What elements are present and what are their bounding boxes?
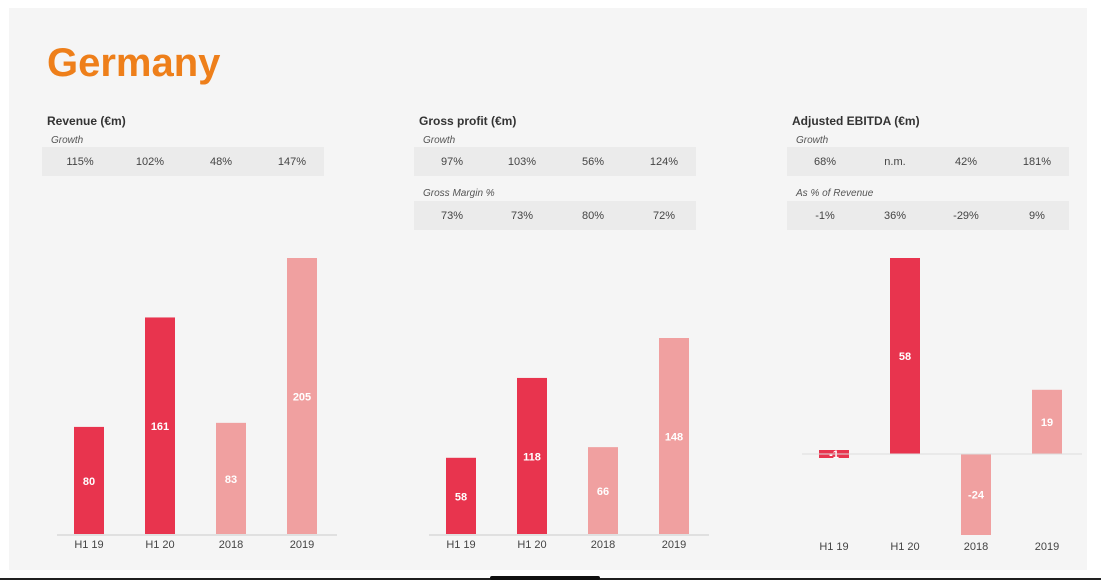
ebitda-bars: -1 H1 19 58 H1 20 -24 2018 19 2019 bbox=[792, 108, 1087, 570]
gross-profit-growth-value: 56% bbox=[581, 156, 605, 168]
revenue-data-label: 80 bbox=[83, 476, 95, 488]
ebitda-data-label: 19 bbox=[1041, 417, 1053, 429]
revenue-data-label: 83 bbox=[225, 474, 237, 486]
revenue-chart: 80 H1 19 161 H1 20 83 2018 205 2019 bbox=[57, 258, 337, 551]
gross-profit-growth-value: 103% bbox=[507, 156, 537, 168]
revenue-bar bbox=[145, 317, 175, 535]
slide: Germany Revenue (€m) Growth 115% 102% 48… bbox=[9, 8, 1087, 570]
ebitda-bar bbox=[890, 258, 920, 454]
revenue-growth-value: 115% bbox=[66, 156, 94, 168]
gross-profit-chart: 58 H1 19 118 H1 20 66 2018 148 2019 bbox=[429, 338, 709, 551]
revenue-growth-value: 48% bbox=[209, 156, 233, 168]
gross-profit-title: Gross profit (€m) bbox=[419, 114, 517, 128]
gross-profit-category-label: 2018 bbox=[591, 539, 615, 551]
gross-profit-data-label: 118 bbox=[523, 451, 541, 463]
gross-profit-bar bbox=[659, 338, 689, 535]
ebitda-bar bbox=[961, 454, 991, 535]
gross-profit-bar bbox=[517, 377, 547, 535]
ebitda-growth-label: Growth bbox=[796, 135, 829, 146]
ebitda-growth-value: 68% bbox=[813, 156, 837, 168]
ebitda-data-label: 58 bbox=[899, 351, 911, 363]
ebitda-title: Adjusted EBITDA (€m) bbox=[792, 114, 920, 128]
revenue-growth-row: 115% 102% 48% 147% bbox=[42, 147, 324, 176]
gross-profit-data-label: 148 bbox=[665, 432, 683, 444]
ebitda-margin-label: As % of Revenue bbox=[796, 188, 874, 199]
gross-margin-value: 73% bbox=[510, 210, 534, 222]
gross-margin-value: 72% bbox=[652, 210, 676, 222]
ebitda-growth-value: 42% bbox=[954, 156, 978, 168]
revenue-bar bbox=[287, 258, 317, 535]
gross-margin-value: 80% bbox=[581, 210, 605, 222]
revenue-category-label: H1 20 bbox=[145, 539, 174, 551]
ebitda-category-label: H1 20 bbox=[890, 541, 919, 553]
gross-profit-category-label: H1 19 bbox=[446, 539, 475, 551]
revenue-bar bbox=[74, 426, 104, 535]
gross-margin-row: 73% 73% 80% 72% bbox=[414, 201, 696, 230]
ebitda-data-label: -24 bbox=[968, 490, 985, 502]
gross-profit-category-label: H1 20 bbox=[517, 539, 546, 551]
gross-profit-growth-row: 97% 103% 56% 124% bbox=[414, 147, 696, 176]
gross-profit-data-label: 58 bbox=[455, 491, 467, 503]
revenue-growth-value: 147% bbox=[277, 156, 307, 168]
ebitda-margin-value: 9% bbox=[1029, 210, 1045, 222]
revenue-category-label: H1 19 bbox=[74, 539, 103, 551]
gross-profit-growth-value: 124% bbox=[649, 156, 679, 168]
page-title: Germany bbox=[47, 41, 221, 85]
ebitda-data-label: -1 bbox=[829, 449, 839, 461]
revenue-growth-value: 102% bbox=[135, 156, 165, 168]
gross-profit-category-label: 2019 bbox=[662, 539, 686, 551]
ebitda-margin-value: 36% bbox=[883, 210, 907, 222]
ebitda-category-label: H1 19 bbox=[819, 541, 848, 553]
revenue-category-label: 2018 bbox=[219, 539, 243, 551]
revenue-data-label: 205 bbox=[293, 392, 311, 404]
ebitda-margin-value: -29% bbox=[953, 210, 979, 222]
ebitda-growth-value: n.m. bbox=[884, 156, 906, 168]
gross-profit-bar bbox=[446, 457, 476, 535]
revenue-category-label: 2019 bbox=[290, 539, 314, 551]
ebitda-panel: Adjusted EBITDA (€m) Growth 68% n.m. 42%… bbox=[787, 108, 1087, 570]
gross-profit-data-label: 66 bbox=[597, 486, 609, 498]
ebitda-chart: -1 H1 19 58 H1 20 -24 2018 19 2019 bbox=[802, 258, 1082, 553]
gross-margin-label: Gross Margin % bbox=[423, 188, 495, 199]
ebitda-category-label: 2018 bbox=[964, 541, 988, 553]
revenue-bar bbox=[216, 422, 246, 535]
revenue-data-label: 161 bbox=[151, 421, 169, 433]
revenue-growth-label: Growth bbox=[51, 135, 84, 146]
revenue-bars: 80 H1 19 161 H1 20 83 2018 205 2019 bbox=[47, 108, 347, 570]
gross-margin-value: 73% bbox=[440, 210, 464, 222]
scroll-indicator[interactable] bbox=[490, 576, 600, 580]
ebitda-growth-row: 68% n.m. 42% 181% bbox=[787, 147, 1069, 176]
gross-profit-growth-value: 97% bbox=[440, 156, 464, 168]
revenue-title: Revenue (€m) bbox=[47, 114, 126, 128]
ebitda-bar bbox=[1032, 389, 1062, 454]
gross-profit-bar bbox=[588, 447, 618, 535]
gross-profit-bars: 58 H1 19 118 H1 20 66 2018 148 2019 bbox=[419, 108, 719, 570]
ebitda-margin-row: -1% 36% -29% 9% bbox=[787, 201, 1069, 230]
revenue-panel: Revenue (€m) Growth 115% 102% 48% 147% 8… bbox=[42, 108, 347, 570]
ebitda-margin-value: -1% bbox=[815, 210, 835, 222]
ebitda-category-label: 2019 bbox=[1035, 541, 1059, 553]
ebitda-growth-value: 181% bbox=[1022, 156, 1052, 168]
gross-profit-growth-label: Growth bbox=[423, 135, 456, 146]
gross-profit-panel: Gross profit (€m) Growth 97% 103% 56% 12… bbox=[414, 108, 719, 570]
